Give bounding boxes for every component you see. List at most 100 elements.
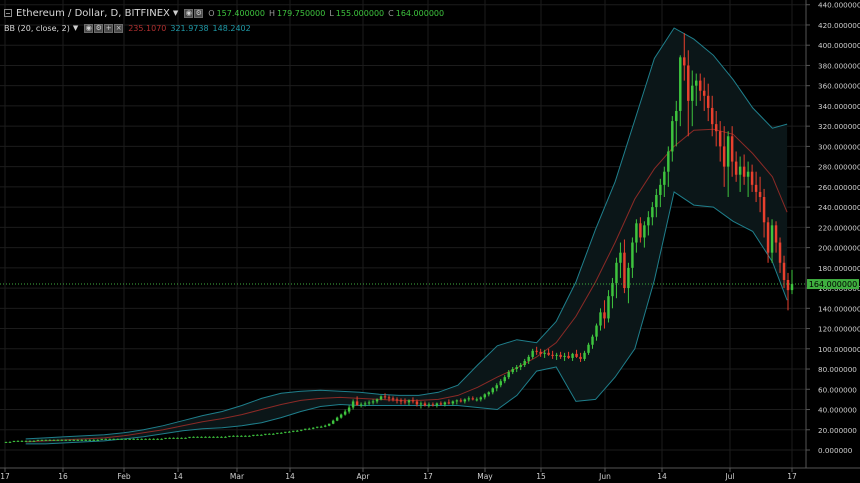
candle-body <box>535 350 538 352</box>
candle-body <box>124 438 127 440</box>
candle <box>284 431 287 434</box>
price-axis-panel[interactable] <box>806 0 860 468</box>
candle-body <box>607 296 610 319</box>
price-tick-label: 420.000000 <box>818 21 860 30</box>
candle-body <box>766 222 770 253</box>
candle-body <box>698 80 702 91</box>
candle <box>555 352 558 360</box>
candle <box>587 342 590 355</box>
candle-body <box>355 401 359 406</box>
eye-icon[interactable]: ◉ <box>184 8 194 18</box>
indicator-title[interactable]: BB (20, close, 2) <box>4 23 70 33</box>
candle-body <box>264 433 267 435</box>
low-label: L <box>329 8 334 18</box>
time-tick-label: 14 <box>657 472 667 481</box>
settings-icon[interactable]: ⚙ <box>94 23 104 33</box>
close-icon[interactable]: × <box>114 23 124 33</box>
price-tick-label: 180.000000 <box>818 264 860 273</box>
candle-body <box>595 325 598 337</box>
candle-body <box>575 353 578 357</box>
candle <box>511 367 514 375</box>
candle <box>698 73 702 101</box>
candle <box>599 308 602 331</box>
candle-body <box>367 402 371 404</box>
collapse-icon[interactable] <box>4 9 12 17</box>
candle-body <box>192 436 195 438</box>
candle <box>220 436 223 438</box>
candle <box>750 164 754 192</box>
candle <box>300 429 303 432</box>
settings-icon[interactable]: ⚙ <box>194 8 204 18</box>
candle-body <box>232 435 235 437</box>
candle <box>292 430 295 433</box>
candle-body <box>176 437 179 439</box>
candle-body <box>327 423 331 426</box>
time-tick-label: 17 <box>787 472 797 481</box>
candle-body <box>503 377 506 382</box>
candle-body <box>112 438 115 440</box>
candle <box>687 50 690 137</box>
candle-body <box>495 385 498 389</box>
price-tick-label: 320.000000 <box>818 122 860 131</box>
candle-body <box>639 223 642 238</box>
candle-body <box>268 433 271 435</box>
candle <box>327 423 331 427</box>
chart-grid <box>0 0 806 468</box>
symbol-title[interactable]: Ethereum / Dollar, D, BITFINEX <box>16 7 170 19</box>
candle <box>92 439 96 441</box>
candle <box>128 438 131 440</box>
candle-body <box>403 401 407 403</box>
candle-body <box>204 436 207 438</box>
candle <box>551 350 554 359</box>
candle <box>683 33 686 81</box>
candle-body <box>399 400 403 402</box>
candle-body <box>475 399 479 401</box>
candle <box>479 396 483 402</box>
chevron-down-icon[interactable]: ▼ <box>72 24 79 32</box>
price-tick-label: 340.000000 <box>818 102 860 111</box>
candle-body <box>635 223 638 243</box>
candle-body <box>435 403 439 406</box>
candle <box>188 436 191 439</box>
candle-body <box>76 439 80 441</box>
candle-body <box>88 439 92 441</box>
eye-icon[interactable]: ◉ <box>84 23 94 33</box>
candle <box>631 237 634 278</box>
candle <box>224 436 227 438</box>
candle-body <box>555 354 558 356</box>
candle-body <box>24 440 28 442</box>
candle <box>52 439 56 441</box>
candle <box>655 188 658 218</box>
candle <box>419 401 423 409</box>
price-axis-labels: 440.000000 420.000000 400.000000 380.000000… <box>806 1 860 455</box>
candle <box>663 166 666 197</box>
candle <box>411 397 415 404</box>
candle-body <box>738 166 742 175</box>
candle-body <box>431 404 435 406</box>
candle <box>523 358 526 368</box>
candle <box>667 146 670 187</box>
candle-body <box>383 396 387 398</box>
candle <box>12 440 16 443</box>
candle-body <box>84 439 88 441</box>
candle-body <box>152 438 155 440</box>
candle <box>746 161 750 197</box>
candle-body <box>387 397 391 399</box>
more-icon[interactable]: + <box>104 23 114 33</box>
candle-body <box>571 353 574 358</box>
candle-body <box>260 434 263 436</box>
candle <box>108 438 111 440</box>
candle <box>595 323 598 341</box>
chevron-down-icon[interactable]: ▼ <box>172 9 179 17</box>
candle-body <box>343 411 347 415</box>
candle-body <box>710 107 714 125</box>
candle <box>543 349 546 358</box>
candle-body <box>284 431 287 433</box>
candle <box>734 151 738 182</box>
candle <box>200 436 203 438</box>
candle-body <box>272 433 275 435</box>
price-tick-label: 220.000000 <box>818 223 860 232</box>
candle-body <box>280 432 283 434</box>
candle <box>503 375 506 384</box>
